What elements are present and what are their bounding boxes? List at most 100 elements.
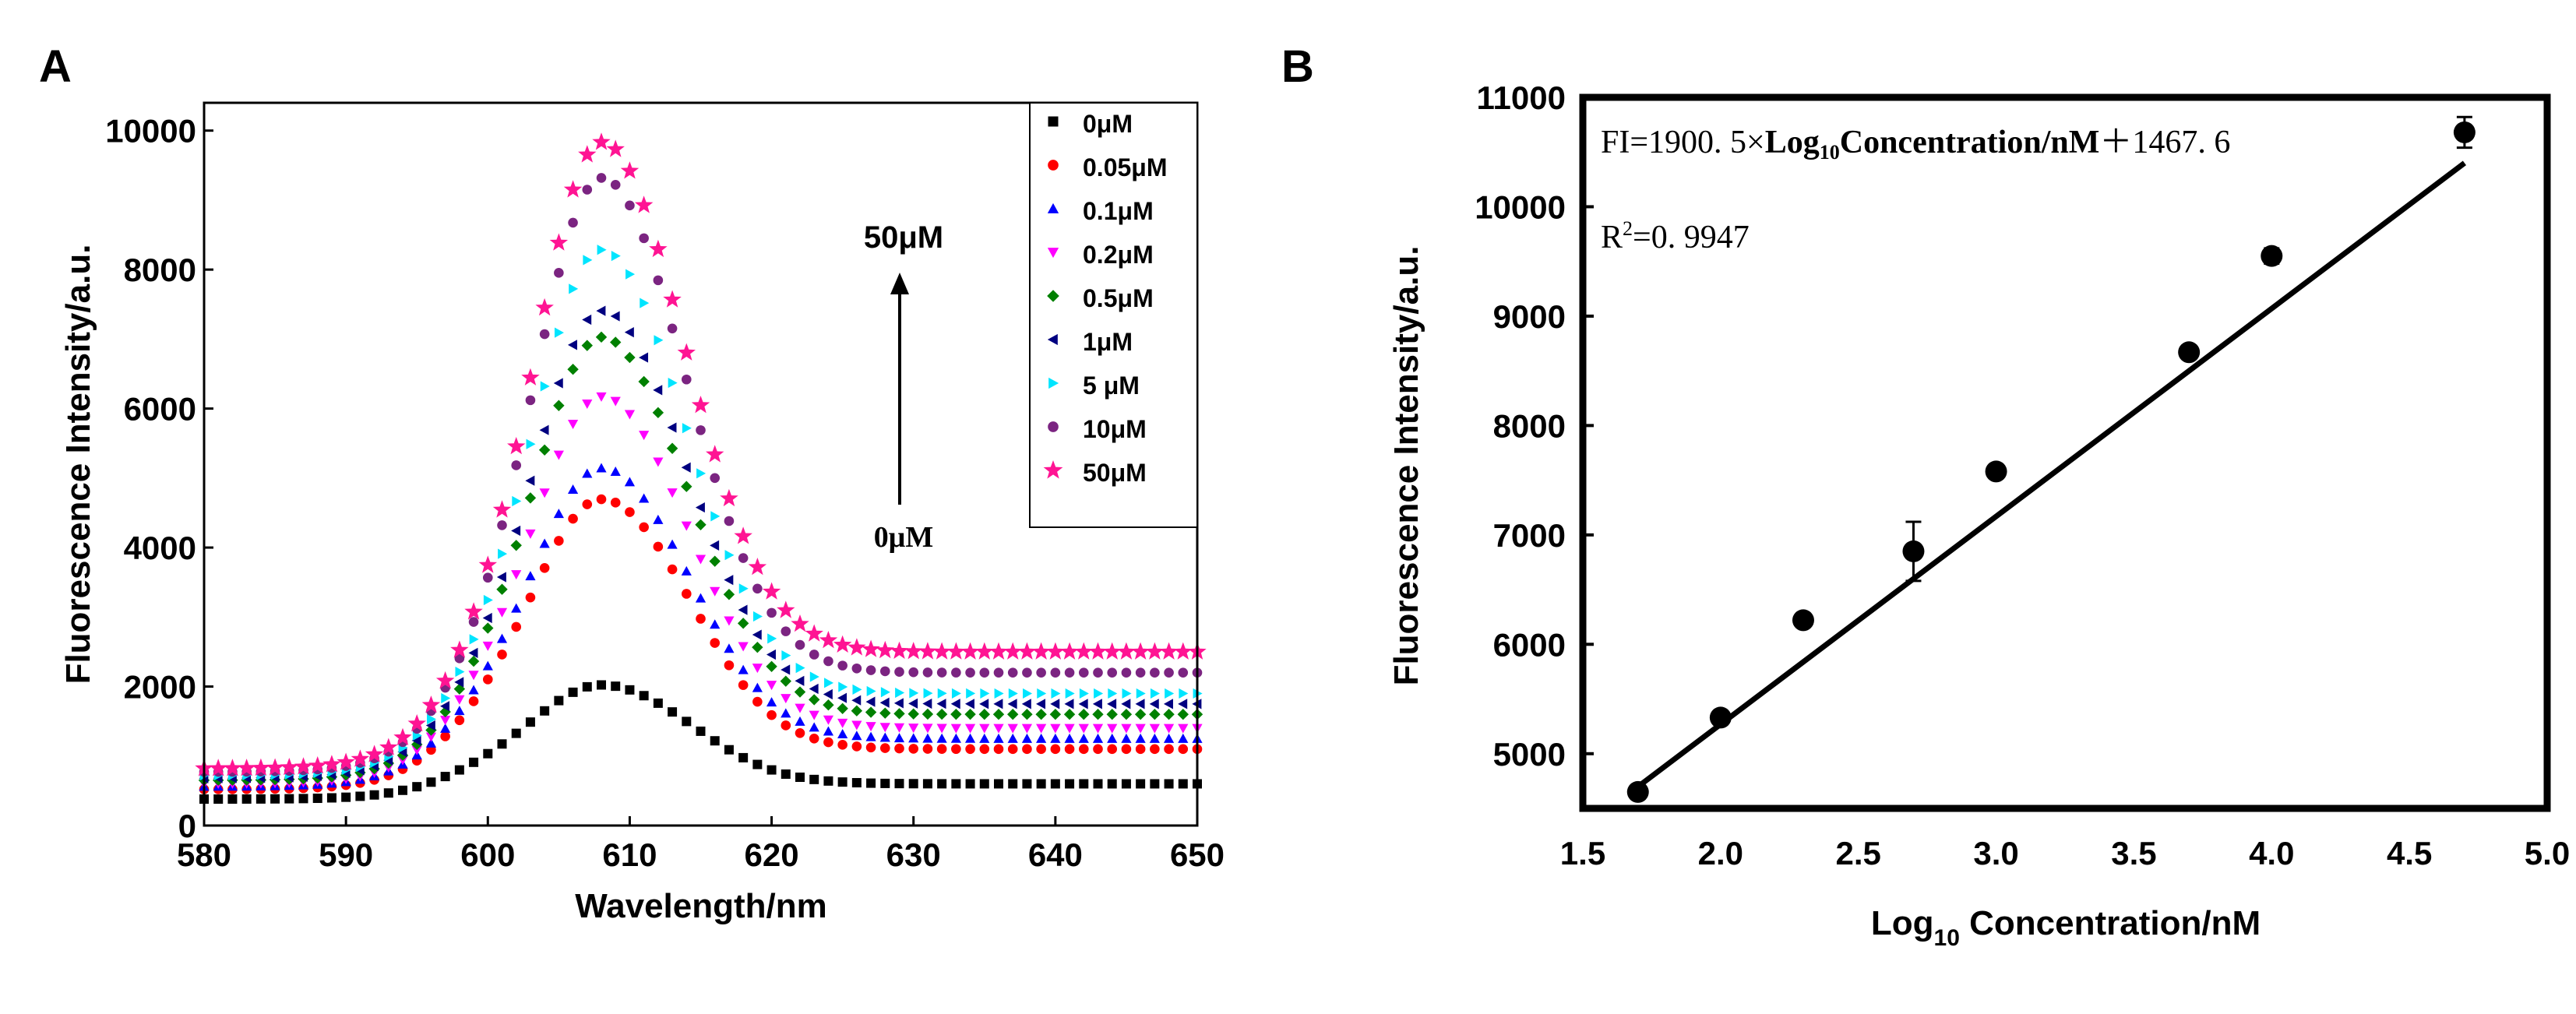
chart-b-xlabel: Log10 Concentration/nM — [1871, 904, 2261, 951]
chart-a-point — [936, 708, 948, 720]
chart-a-point — [766, 660, 777, 672]
chart-a-point — [706, 445, 724, 463]
chart-a-point — [964, 733, 976, 743]
chart-a-point — [766, 697, 777, 707]
chart-a-point — [766, 607, 777, 618]
chart-a-point — [1065, 779, 1075, 789]
chart-a-point — [682, 423, 692, 434]
chart-b-equation: FI=1900. 5×Log10Concentration/nM＋1467. 6 — [1601, 125, 2230, 164]
chart-a-point — [1164, 667, 1174, 678]
chart-b-point — [1626, 780, 1649, 803]
chart-a-point — [879, 666, 890, 677]
chart-a-point — [1022, 667, 1032, 678]
chart-a-point — [979, 733, 990, 743]
chart-a-point — [1135, 724, 1146, 734]
chart-a-point — [809, 774, 819, 784]
chart-a-legend-marker — [1048, 377, 1059, 389]
chart-a-point — [908, 779, 918, 789]
chart-a-ylabel: Fluorescence Intensity/a.u. — [59, 245, 97, 685]
chart-a-point — [979, 724, 990, 734]
chart-a-point — [710, 638, 721, 648]
chart-a-point — [1078, 709, 1090, 720]
chart-a-point — [737, 618, 749, 629]
chart-a-ytick-label: 0 — [178, 808, 196, 844]
chart-a-point — [838, 681, 848, 692]
chart-a-point — [1007, 667, 1018, 678]
chart-a-point — [1150, 667, 1160, 678]
chart-a-point — [549, 233, 569, 251]
chart-a-point — [681, 481, 692, 492]
chart-a-point — [569, 283, 579, 294]
chart-a-point — [639, 352, 649, 363]
chart-a-point — [1051, 688, 1061, 699]
chart-a-point — [1064, 667, 1075, 678]
chart-a-point — [567, 364, 579, 375]
chart-a-point — [978, 708, 990, 720]
chart-a-point — [312, 794, 322, 804]
chart-b-point — [2261, 245, 2283, 267]
chart-a-point — [795, 663, 805, 674]
chart-a-point — [1094, 688, 1104, 699]
chart-a-point — [809, 650, 819, 660]
chart-a-point — [752, 583, 763, 594]
chart-a-point — [582, 185, 593, 195]
chart-a-point — [904, 642, 923, 660]
chart-a-point — [752, 759, 763, 769]
chart-a-point — [582, 681, 592, 692]
chart-a-legend-label: 10μM — [1083, 415, 1147, 443]
chart-a-point — [411, 735, 421, 746]
chart-a-point — [1131, 642, 1150, 660]
chart-a-point — [653, 514, 664, 524]
chart-a-point — [525, 395, 536, 406]
chart-a-point — [582, 314, 592, 326]
chart-a-point — [663, 290, 682, 308]
chart-a-point — [724, 516, 735, 526]
chart-a-point — [464, 602, 483, 620]
chart-a-point — [1093, 667, 1103, 678]
chart-a-point — [780, 675, 791, 687]
chart-a-legend-marker — [1043, 460, 1063, 479]
chart-b-point — [1709, 706, 1732, 729]
chart-a-point — [365, 745, 384, 762]
chart-a-point — [809, 683, 819, 695]
chart-a-point — [893, 723, 905, 733]
chart-a-point — [908, 667, 919, 678]
chart-a-point — [738, 604, 748, 615]
chart-a-point — [298, 794, 308, 804]
chart-a-point — [1178, 779, 1188, 789]
chart-a-point — [951, 688, 961, 699]
chart-a-point — [596, 392, 607, 402]
chart-a-point — [652, 407, 664, 419]
chart-a-point — [918, 642, 937, 660]
chart-b-frame — [1579, 93, 2551, 812]
chart-b-point — [2178, 341, 2201, 364]
chart-a-point — [1078, 733, 1089, 743]
chart-a-point — [936, 724, 947, 734]
chart-a-point — [454, 706, 465, 716]
chart-a-point — [1036, 699, 1046, 709]
chart-a-point — [369, 790, 379, 800]
chart-a-legend — [1029, 102, 1198, 528]
chart-a-point — [1163, 733, 1175, 743]
chart-a-point — [511, 603, 522, 613]
chart-a-xtick-label: 650 — [1170, 836, 1225, 873]
chart-a-point — [227, 794, 238, 805]
chart-a-point — [553, 378, 563, 389]
chart-a-point — [540, 706, 550, 716]
chart-a-point — [525, 592, 536, 603]
chart-a-point — [979, 667, 990, 678]
chart-a-point — [781, 694, 791, 704]
chart-a-point — [865, 742, 876, 753]
chart-a-point — [1064, 724, 1075, 734]
chart-a-point — [894, 743, 904, 754]
chart-a-point — [539, 424, 549, 435]
chart-a-point — [1078, 724, 1089, 734]
chart-a-point — [582, 468, 593, 478]
chart-a-point — [908, 724, 919, 734]
chart-a-point — [308, 756, 327, 774]
chart-a-point — [553, 450, 564, 460]
chart-a-point — [510, 540, 522, 551]
chart-a-point — [583, 255, 593, 266]
chart-a-legend-marker — [1048, 160, 1059, 171]
